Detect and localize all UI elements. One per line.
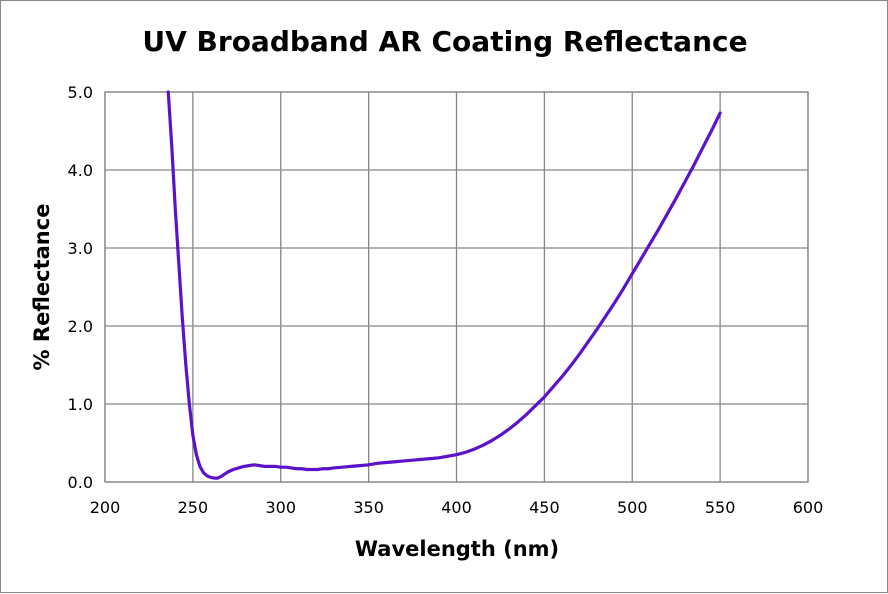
x-tick-label: 200	[90, 498, 121, 517]
x-axis-title: Wavelength (nm)	[355, 537, 559, 561]
y-tick-labels: 0.0 1.0 2.0 3.0 4.0 5.0	[68, 83, 93, 492]
y-tick-label: 4.0	[68, 161, 93, 180]
y-tick-label: 3.0	[68, 239, 93, 258]
y-axis-title: % Reflectance	[30, 204, 54, 371]
x-tick-label: 600	[793, 498, 824, 517]
y-tick-label: 0.0	[68, 473, 93, 492]
x-tick-label: 250	[178, 498, 209, 517]
x-tick-label: 500	[617, 498, 648, 517]
series-group	[166, 90, 722, 480]
plot-area-border	[104, 91, 809, 483]
x-tick-label: 400	[441, 498, 472, 517]
x-tick-label: 450	[529, 498, 560, 517]
x-tick-label: 300	[265, 498, 296, 517]
chart-title: UV Broadband AR Coating Reflectance	[142, 25, 747, 58]
y-tick-label: 5.0	[68, 83, 93, 102]
x-tick-label: 550	[705, 498, 736, 517]
x-tick-label: 350	[353, 498, 384, 517]
y-tick-label: 1.0	[68, 395, 93, 414]
y-tick-label: 2.0	[68, 317, 93, 336]
x-tick-labels: 200 250 300 350 400 450 500 550 600	[90, 498, 824, 517]
reflectance-series-line	[166, 90, 722, 480]
